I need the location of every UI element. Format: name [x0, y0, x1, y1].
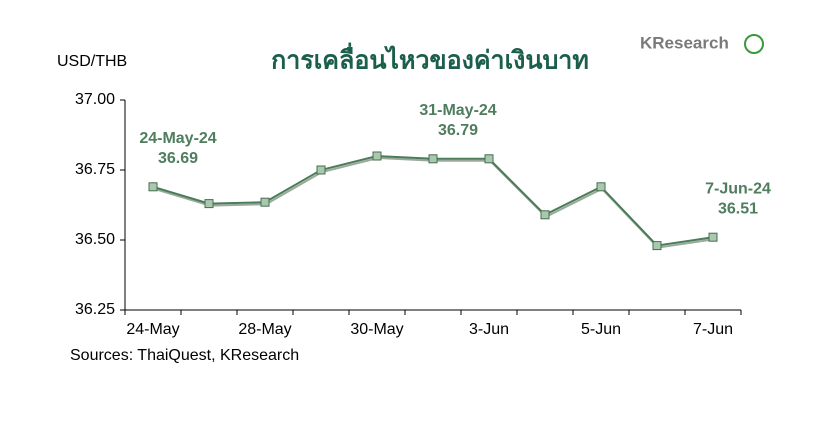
point-marker — [596, 182, 606, 192]
x-tick-label: 3-Jun — [469, 321, 509, 338]
data-label: 36.51 — [718, 200, 758, 217]
y-tick-label: 36.25 — [75, 301, 115, 318]
point-marker — [316, 165, 326, 175]
point-marker — [484, 154, 494, 164]
y-axis-label: USD/THB — [57, 53, 127, 70]
logo: KResearch — [640, 33, 729, 52]
chart-title: การเคลื่อนไหวของค่าเงินบาท — [271, 43, 589, 75]
source: Sources: ThaiQuest, KResearch — [70, 347, 299, 364]
point-marker — [428, 154, 438, 164]
point-marker — [708, 232, 718, 242]
y-tick-label: 37.00 — [75, 91, 115, 108]
y-tick-label: 36.50 — [75, 231, 115, 248]
y-tick-label: 36.75 — [75, 161, 115, 178]
point-marker — [540, 210, 550, 220]
point-marker — [148, 182, 158, 192]
data-label-date: 31-May-24 — [419, 102, 496, 119]
series-line — [152, 154, 714, 247]
data-label: 36.69 — [158, 150, 198, 167]
data-label-date: 24-May-24 — [139, 130, 216, 147]
x-tick-label: 7-Jun — [693, 321, 733, 338]
x-tick-label: 5-Jun — [581, 321, 621, 338]
data-label: 36.79 — [438, 122, 478, 139]
logo-icon — [744, 34, 764, 54]
point-marker — [204, 199, 214, 209]
data-label-date: 7-Jun-24 — [705, 180, 771, 197]
x-tick-label: 30-May — [350, 321, 403, 338]
x-tick-label: 28-May — [238, 321, 291, 338]
point-marker — [652, 241, 662, 251]
point-marker — [372, 151, 382, 161]
x-tick-label: 24-May — [126, 321, 179, 338]
point-marker — [260, 197, 270, 207]
